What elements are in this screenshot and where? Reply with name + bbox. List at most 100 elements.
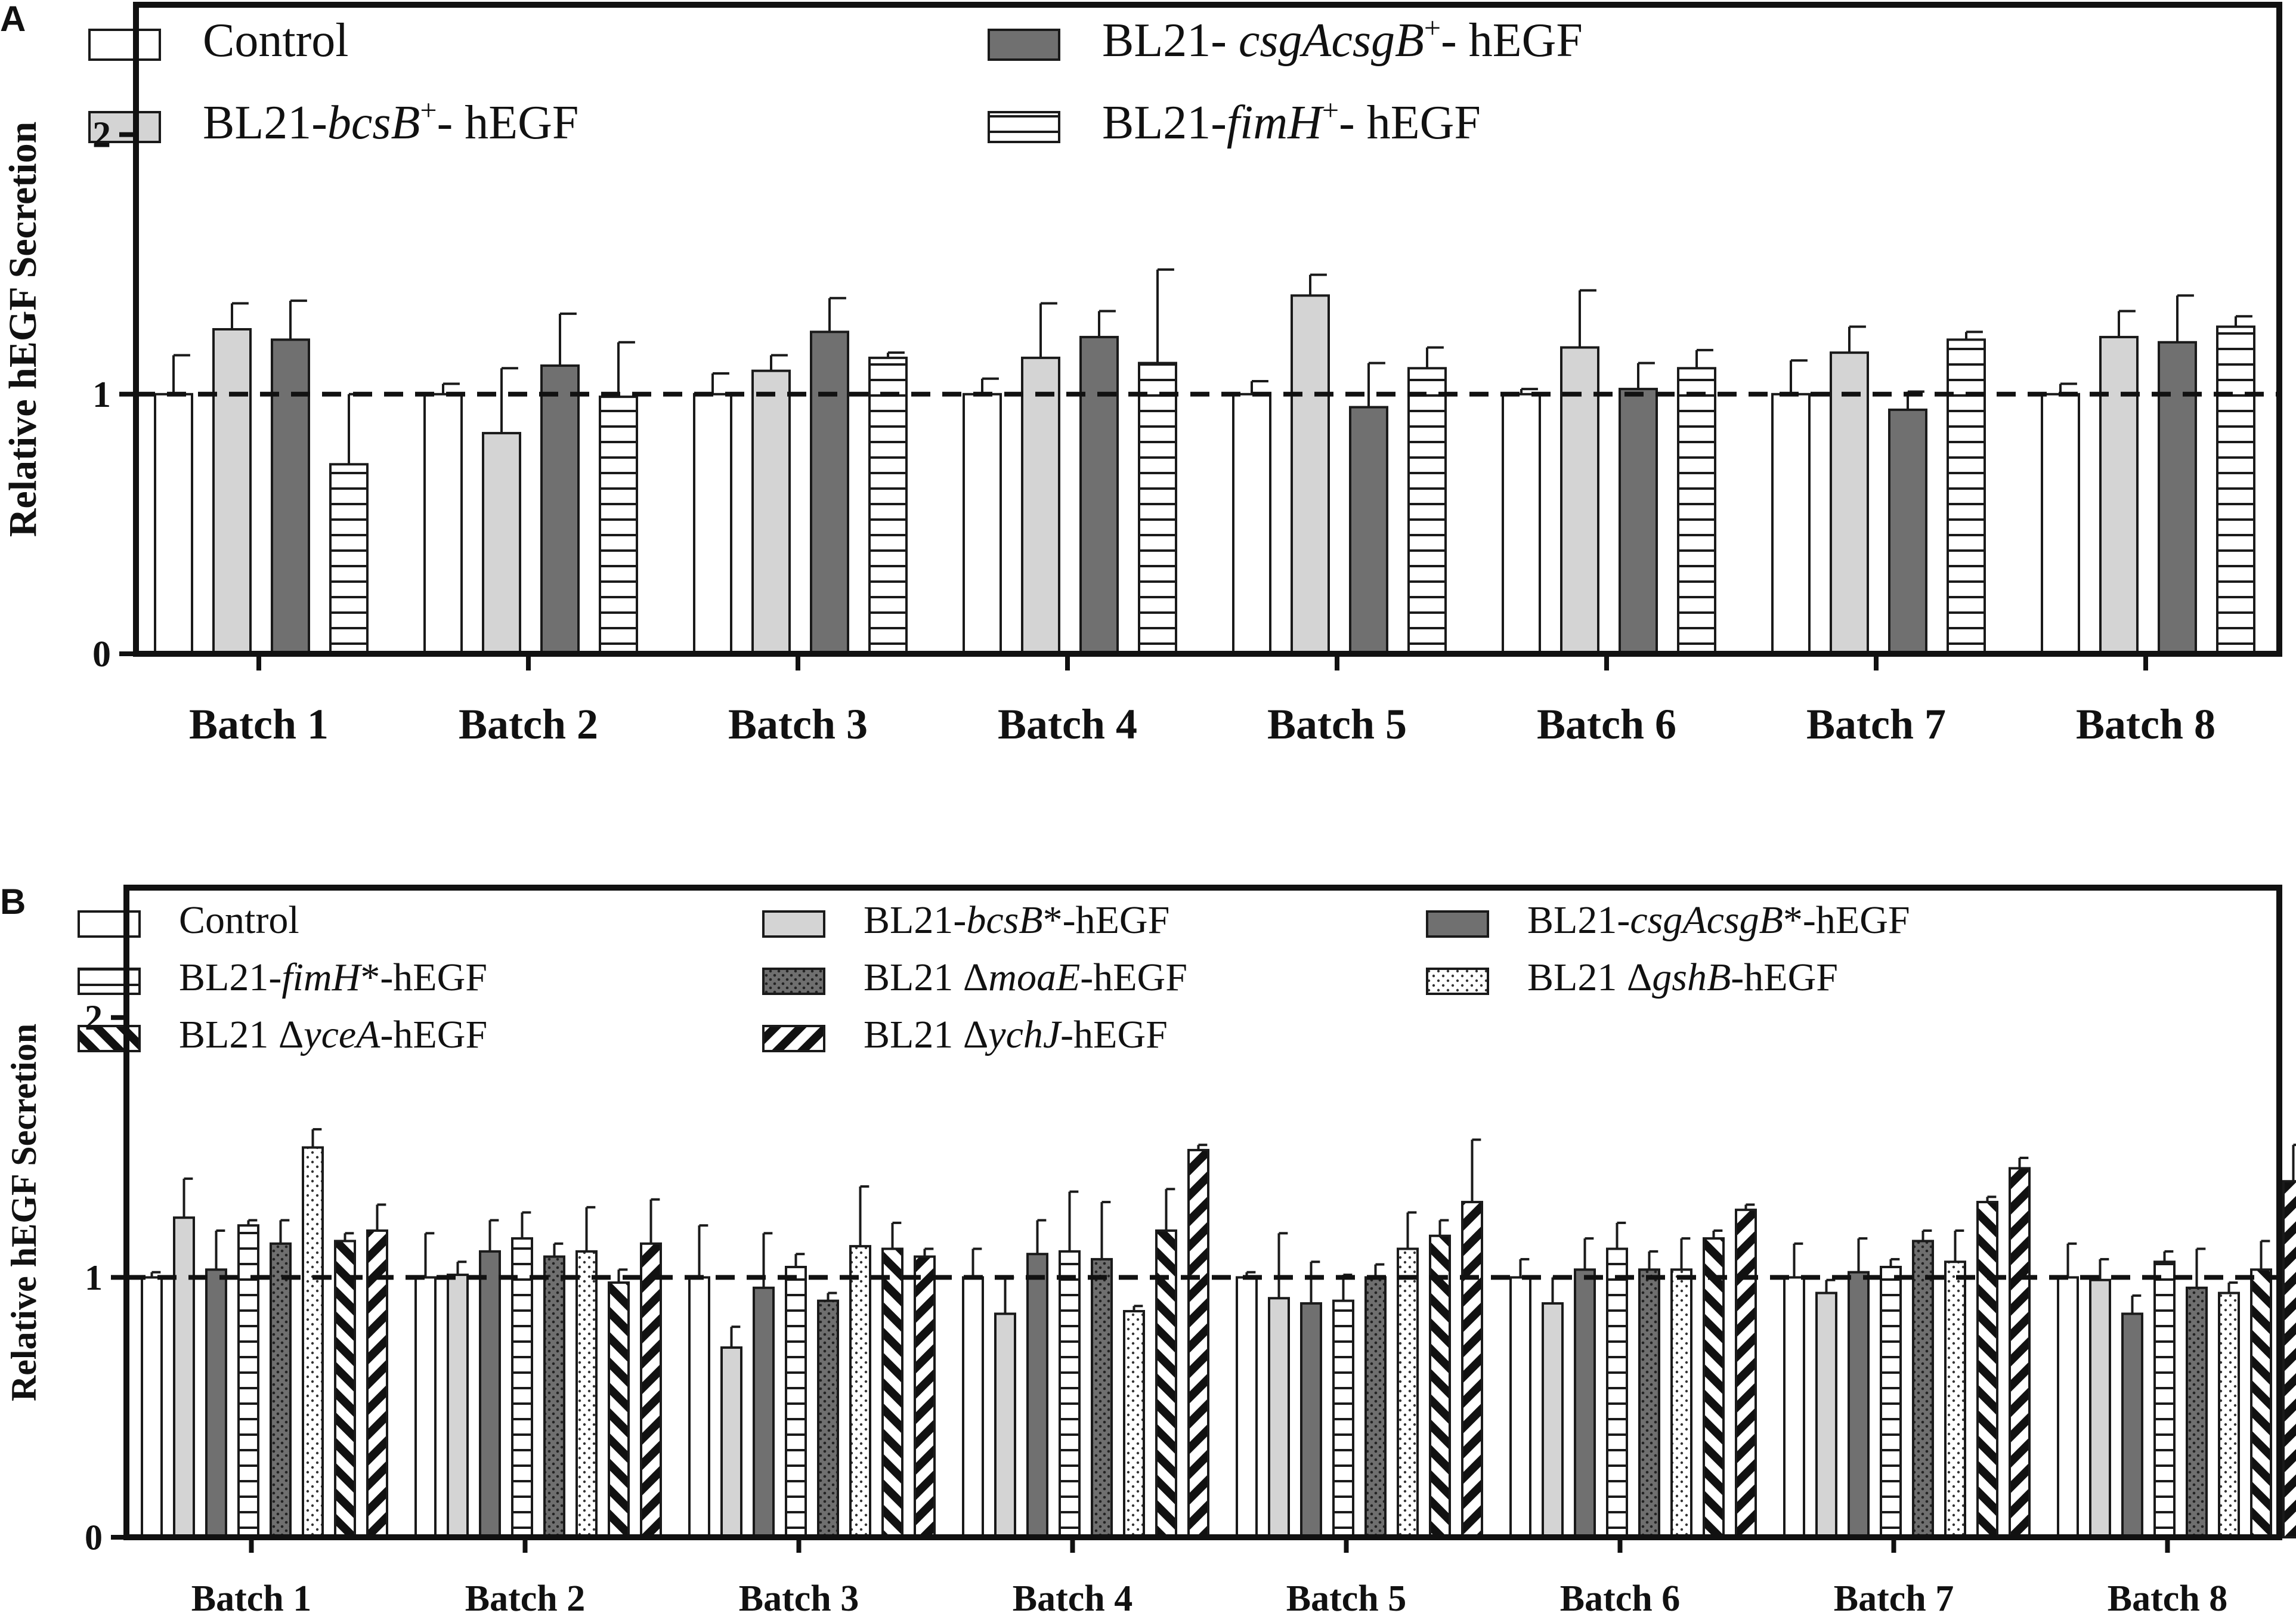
- panel-a-legend-label-bl21-csgacsgb-hegf: BL21- csgAcsgB+- hEGF: [1102, 11, 1583, 67]
- panel-b-legend-swatch-bl21-bcsb-hegf: [762, 910, 825, 938]
- panel-b-bar-bl21-delta-ychj-hegf-batch-4: [1187, 1148, 1209, 1539]
- panel-a-bar-bl21-csgacsgb-hegf-batch-1: [271, 338, 310, 655]
- panel-b-bar-bl21-delta-ycea-hegf-batch-6: [1703, 1237, 1725, 1539]
- panel-a-bar-bl21-fimh-hegf-batch-3: [868, 356, 908, 655]
- panel-b-legend-item-bl21-delta-moae-hegf: BL21 ΔmoaE-hEGF: [762, 956, 1187, 999]
- panel-a-error-bar-bl21-csgacsgb-hegf-batch-1: [289, 299, 307, 340]
- panel-b-bar-bl21-delta-moae-hegf-batch-4: [1091, 1257, 1113, 1538]
- panel-b-legend-swatch-control: [78, 910, 141, 938]
- panel-b-error-bar-bl21-bcsb-hegf-batch-3: [730, 1325, 741, 1348]
- panel-b-legend-swatch-bl21-delta-moae-hegf: [762, 968, 825, 995]
- panel-b-bar-bl21-csgacsgb-hegf-batch-2: [479, 1250, 501, 1539]
- panel-b-error-bar-bl21-delta-gshb-hegf-batch-1: [311, 1128, 322, 1148]
- panel-a-category-label-8: Batch 8: [2076, 700, 2215, 748]
- panel-a-bar-bl21-bcsb-hegf-batch-8: [2099, 336, 2139, 655]
- panel-b-error-bar-bl21-bcsb-hegf-batch-6: [1551, 1276, 1562, 1303]
- panel-a-y-tick-label-1: 1: [92, 375, 111, 415]
- panel-a-legend-item-control: Control: [88, 14, 348, 67]
- panel-b-bar-bl21-bcsb-hegf-batch-5: [1268, 1297, 1290, 1539]
- panel-b-bar-bl21-delta-ychj-hegf-batch-6: [1735, 1209, 1757, 1539]
- panel-b-error-bar-bl21-delta-ycea-hegf-batch-2: [617, 1268, 628, 1283]
- panel-a-bar-bl21-bcsb-hegf-batch-3: [751, 369, 791, 656]
- panel-b-bar-bl21-csgacsgb-hegf-batch-5: [1300, 1302, 1322, 1538]
- panel-b-error-bar-bl21-csgacsgb-hegf-batch-2: [488, 1219, 499, 1252]
- panel-b-bar-control-batch-8: [2057, 1276, 2079, 1538]
- panel-a-bar-control-batch-6: [1502, 393, 1541, 655]
- panel-b-error-bar-control-batch-4: [971, 1247, 982, 1278]
- panel-a-bar-bl21-csgacsgb-hegf-batch-6: [1619, 388, 1658, 655]
- panel-b-error-bar-bl21-delta-moae-hegf-batch-2: [553, 1242, 564, 1257]
- panel-b-bar-bl21-delta-ychj-hegf-batch-3: [914, 1255, 936, 1538]
- panel-b-bar-bl21-fimh-hegf-batch-5: [1332, 1299, 1354, 1538]
- panel-b-bar-bl21-delta-gshb-hegf-batch-3: [849, 1245, 871, 1538]
- panel-b-error-bar-bl21-csgacsgb-hegf-batch-8: [2131, 1294, 2142, 1314]
- panel-a-bar-bl21-csgacsgb-hegf-batch-4: [1079, 336, 1119, 655]
- panel-a-bar-bl21-csgacsgb-hegf-batch-5: [1349, 406, 1388, 655]
- panel-b-bar-control-batch-4: [962, 1276, 984, 1538]
- panel-b-bar-bl21-delta-gshb-hegf-batch-1: [302, 1146, 324, 1538]
- panel-b-error-bar-control-batch-2: [424, 1232, 435, 1278]
- panel-b-error-bar-bl21-csgacsgb-hegf-batch-4: [1036, 1219, 1047, 1255]
- panel-b-bar-bl21-delta-moae-hegf-batch-1: [270, 1242, 292, 1538]
- panel-b-legend-item-bl21-csgacsgb-hegf: BL21-csgAcsgB*-hEGF: [1426, 898, 1910, 942]
- panel-b-bar-bl21-bcsb-hegf-batch-1: [173, 1216, 195, 1539]
- panel-b-error-bar-bl21-delta-moae-hegf-batch-4: [1100, 1201, 1111, 1259]
- panel-a-bar-bl21-csgacsgb-hegf-batch-3: [810, 330, 849, 655]
- panel-b-bar-bl21-delta-gshb-hegf-batch-6: [1670, 1268, 1692, 1539]
- panel-b-error-bar-bl21-delta-moae-hegf-batch-1: [279, 1219, 290, 1244]
- panel-a-error-bar-bl21-fimh-hegf-batch-2: [617, 341, 635, 397]
- panel-b-bar-control-batch-7: [1783, 1276, 1805, 1538]
- panel-b-error-bar-bl21-fimh-hegf-batch-1: [247, 1219, 258, 1226]
- panel-b-error-bar-bl21-csgacsgb-hegf-batch-6: [1583, 1237, 1594, 1270]
- panel-b-error-bar-control-batch-1: [150, 1271, 161, 1278]
- panel-b-bar-bl21-delta-ycea-hegf-batch-2: [608, 1281, 630, 1539]
- panel-b-bar-bl21-csgacsgb-hegf-batch-8: [2121, 1312, 2143, 1539]
- panel-a-plot-frame: [133, 2, 2282, 657]
- panel-b-bar-bl21-delta-moae-hegf-batch-8: [2186, 1286, 2208, 1538]
- panel-b-error-bar-bl21-fimh-hegf-batch-8: [2163, 1250, 2174, 1262]
- panel-a-error-bar-bl21-csgacsgb-hegf-batch-3: [828, 296, 846, 332]
- panel-a-legend: Control BL21- csgAcsgB+- hEGF BL21-bcsB+- …: [88, 11, 1583, 149]
- panel-b-bar-bl21-delta-ychj-hegf-batch-8: [2282, 1180, 2296, 1538]
- panel-b-bar-bl21-csgacsgb-hegf-batch-4: [1026, 1253, 1048, 1539]
- panel-b-error-bar-control-batch-7: [1793, 1242, 1803, 1278]
- panel-a-error-bar-control-batch-2: [442, 382, 460, 394]
- panel-a-error-bar-bl21-csgacsgb-hegf-batch-2: [559, 312, 577, 366]
- panel-a-error-bar-bl21-bcsb-hegf-batch-6: [1579, 289, 1596, 348]
- panel-a-error-bar-control-batch-4: [981, 377, 999, 394]
- panel-b-bar-bl21-delta-moae-hegf-batch-6: [1638, 1268, 1660, 1539]
- panel-b-y-tick-label-2: 2: [85, 998, 103, 1037]
- panel-b-legend-label-bl21-csgacsgb-hegf: BL21-csgAcsgB*-hEGF: [1527, 898, 1910, 942]
- panel-b-error-bar-bl21-delta-moae-hegf-batch-8: [2195, 1247, 2206, 1288]
- panel-a-category-label-2: Batch 2: [459, 700, 598, 748]
- panel-a: A Control BL21- csgAcsgB+- hEGF BL21-bcsB+…: [0, 0, 2282, 748]
- panel-b-error-bar-bl21-csgacsgb-hegf-batch-1: [215, 1229, 225, 1270]
- panel-b-bar-bl21-csgacsgb-hegf-batch-7: [1848, 1271, 1870, 1538]
- panel-a-error-bar-control-batch-3: [711, 372, 729, 394]
- panel-b-bar-bl21-fimh-hegf-batch-6: [1606, 1247, 1628, 1538]
- panel-b-category-label-2: Batch 2: [465, 1578, 586, 1616]
- panel-b-bar-bl21-delta-gshb-hegf-batch-4: [1123, 1310, 1145, 1539]
- panel-b-bar-bl21-fimh-hegf-batch-7: [1880, 1265, 1902, 1539]
- panel-b-bar-bl21-csgacsgb-hegf-batch-6: [1574, 1268, 1596, 1539]
- panel-a-category-label-5: Batch 5: [1267, 700, 1407, 748]
- panel-b-error-bar-bl21-delta-ychj-hegf-batch-2: [649, 1198, 660, 1244]
- panel-b-legend-swatch-bl21-delta-gshb-hegf: [1426, 968, 1489, 995]
- panel-b-legend-item-control: Control: [78, 898, 299, 942]
- panel-a-error-bar-bl21-fimh-hegf-batch-7: [1965, 330, 1983, 340]
- panel-a-error-bar-bl21-fimh-hegf-batch-4: [1156, 268, 1174, 363]
- panel-a-bar-bl21-fimh-hegf-batch-1: [329, 463, 369, 656]
- panel-a-bars: [154, 268, 2255, 656]
- panel-b-error-bar-bl21-delta-ychj-hegf-batch-7: [2018, 1157, 2029, 1169]
- panel-b-category-label-4: Batch 4: [1013, 1578, 1133, 1616]
- panel-b-bar-control-batch-3: [688, 1276, 710, 1538]
- panel-a-error-bar-control-batch-7: [1790, 359, 1808, 394]
- panel-b-legend-label-bl21-fimh-hegf: BL21-fimH*-hEGF: [179, 956, 487, 999]
- panel-b-error-bar-bl21-fimh-hegf-batch-7: [1889, 1257, 1900, 1267]
- panel-b-error-bar-bl21-bcsb-hegf-batch-2: [456, 1260, 467, 1275]
- panel-b-error-bar-bl21-delta-ycea-hegf-batch-1: [344, 1232, 354, 1241]
- panel-b-bar-bl21-bcsb-hegf-batch-2: [447, 1274, 469, 1538]
- panel-a-category-label-7: Batch 7: [1806, 700, 1946, 748]
- panel-a-error-bar-bl21-fimh-hegf-batch-6: [1695, 348, 1713, 369]
- panel-a-bar-bl21-bcsb-hegf-batch-1: [212, 328, 252, 655]
